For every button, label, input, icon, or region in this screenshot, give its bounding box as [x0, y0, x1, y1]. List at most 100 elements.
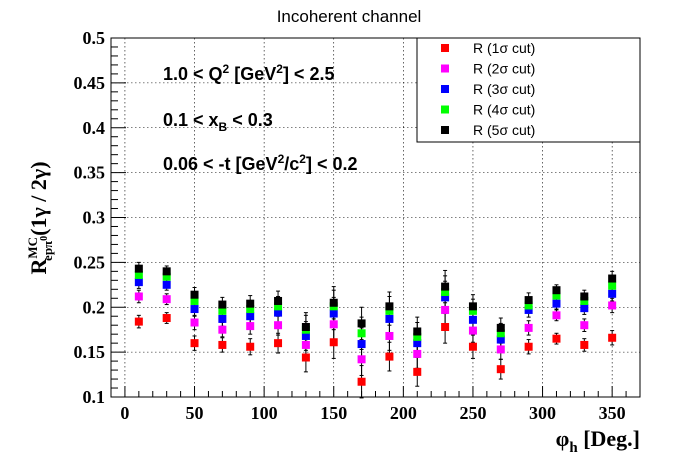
y-tick-label: 0.4 [83, 118, 106, 138]
y-tick-label: 0.2 [83, 297, 106, 317]
data-point [218, 300, 227, 309]
data-point [301, 353, 310, 362]
data-point [608, 274, 617, 283]
data-point [608, 333, 617, 342]
data-point [524, 301, 533, 310]
data-point [413, 339, 422, 348]
annotation-q2: 1.0 < Q2 [GeV2] < 2.5 [163, 62, 334, 84]
y-tick-label: 0.1 [83, 387, 106, 407]
data-point [413, 327, 422, 336]
data-point [385, 306, 394, 315]
data-point [162, 314, 171, 323]
data-point [274, 296, 283, 305]
data-point [190, 290, 199, 299]
data-point [413, 367, 422, 376]
chart-title: Incoherent channel [277, 7, 422, 26]
legend-marker [441, 126, 449, 134]
data-point [468, 306, 477, 315]
data-point [301, 331, 310, 340]
x-tick-label: 50 [186, 403, 204, 423]
legend-label: R (2σ cut) [473, 61, 535, 77]
x-tick-label: 250 [459, 403, 486, 423]
data-point [301, 322, 310, 331]
legend-marker [441, 85, 449, 93]
y-axis-ticks: 0.1 0.15 0.2 0.25 0.3 0.35 0.4 0.45 0.5 [74, 28, 126, 407]
data-point [468, 302, 477, 311]
legend-label: R (1σ cut) [473, 40, 535, 56]
data-point [329, 320, 338, 329]
data-point [357, 319, 366, 328]
data-point [274, 308, 283, 317]
data-point [301, 340, 310, 349]
x-tick-label: 150 [320, 403, 347, 423]
data-point [524, 296, 533, 305]
data-point [134, 278, 143, 287]
x-tick-label: 0 [120, 403, 129, 423]
legend-marker [441, 44, 449, 52]
data-point [385, 314, 394, 323]
data-point [162, 280, 171, 289]
data-points [134, 264, 617, 386]
data-point [218, 314, 227, 323]
data-point [441, 293, 450, 302]
legend-marker [441, 105, 449, 114]
data-point [218, 325, 227, 334]
data-point [468, 315, 477, 324]
data-point [524, 342, 533, 351]
data-point [162, 267, 171, 276]
data-point [329, 338, 338, 347]
data-point [246, 342, 255, 351]
y-axis-label: RMCepπ0(1γ / 2γ) [25, 161, 55, 274]
y-tick-label: 0.25 [74, 252, 106, 272]
data-point [413, 332, 422, 341]
legend: R (1σ cut) R (2σ cut) R (3σ cut) R (4σ cut)… [416, 37, 641, 143]
data-point [357, 355, 366, 364]
data-point [580, 304, 589, 313]
data-point [385, 331, 394, 340]
data-point [162, 295, 171, 304]
data-point [524, 323, 533, 332]
y-tick-label: 0.45 [74, 73, 106, 93]
data-point [441, 287, 450, 296]
data-point [580, 340, 589, 349]
data-point [246, 322, 255, 331]
legend-marker [441, 64, 449, 73]
data-point [608, 301, 617, 310]
data-point [134, 317, 143, 326]
data-point [608, 281, 617, 290]
data-point [274, 321, 283, 330]
data-point [246, 305, 255, 314]
data-point [413, 349, 422, 358]
data-point [552, 291, 561, 300]
data-point [274, 302, 283, 311]
y-tick-label: 0.3 [83, 208, 106, 228]
x-tick-label: 300 [529, 403, 556, 423]
y-tick-label: 0.35 [74, 163, 106, 183]
data-point [357, 377, 366, 386]
data-point [274, 339, 283, 348]
x-tick-label: 350 [599, 403, 626, 423]
data-point [580, 292, 589, 301]
data-point [134, 264, 143, 273]
data-point [496, 365, 505, 374]
data-point [190, 339, 199, 348]
data-point [190, 296, 199, 305]
data-point [357, 329, 366, 338]
y-tick-label: 0.15 [74, 342, 106, 362]
legend-label: R (5σ cut) [473, 122, 535, 138]
legend-label: R (4σ cut) [473, 102, 535, 118]
x-tick-label: 200 [390, 403, 417, 423]
data-point [218, 340, 227, 349]
data-point [441, 282, 450, 291]
data-point [524, 305, 533, 314]
data-point [385, 352, 394, 361]
data-point [246, 299, 255, 308]
data-point [552, 286, 561, 295]
data-point [385, 302, 394, 311]
y-tick-label: 0.5 [83, 28, 106, 48]
data-point [580, 321, 589, 330]
data-point [468, 326, 477, 335]
x-axis-label: φh [Deg.] [556, 426, 640, 456]
data-point [552, 334, 561, 343]
